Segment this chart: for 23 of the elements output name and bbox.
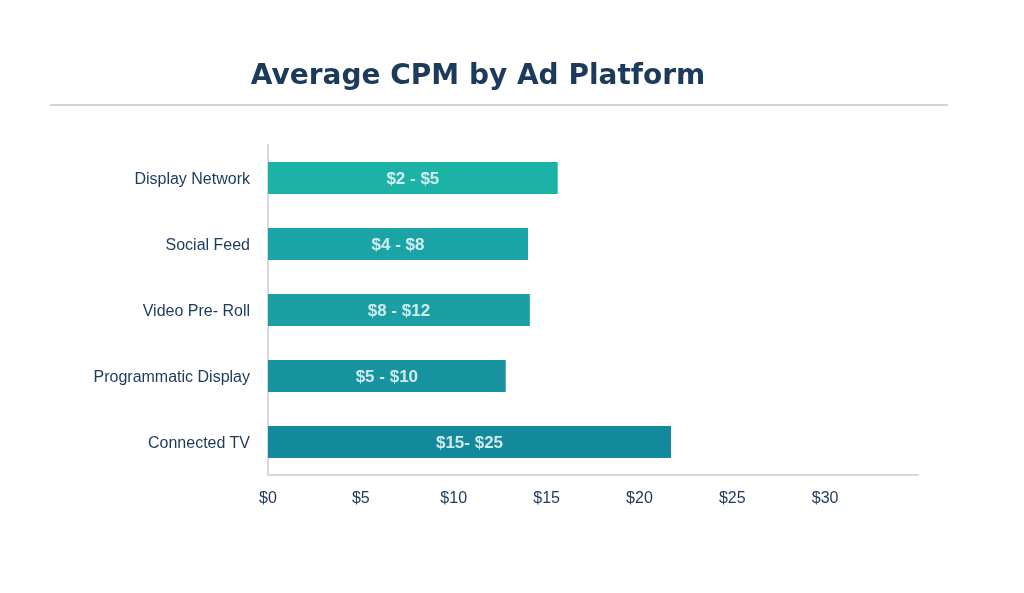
bar <box>268 294 530 326</box>
annotation: $15- $25 <box>435 432 504 452</box>
bar <box>268 162 558 194</box>
x-tick-label: $15 <box>533 488 561 506</box>
x-tick-label: $30 <box>811 488 839 506</box>
chart-title: Average CPM by Ad Platform <box>249 58 707 91</box>
x-tick-label: $25 <box>718 488 746 506</box>
annotation: $4 - $8 <box>371 234 425 254</box>
x-tick-label: $10 <box>440 488 468 506</box>
bar <box>268 426 671 458</box>
x-tick-label: $20 <box>626 488 653 506</box>
x-tick-label: $5 <box>351 488 370 506</box>
y-tick-label: Connected TV <box>148 433 251 451</box>
bar <box>268 228 528 260</box>
bar <box>268 360 506 392</box>
annotation: $2 - $5 <box>386 168 440 188</box>
y-tick-label: Social Feed <box>165 235 250 253</box>
y-tick-label: Programmatic Display <box>93 367 250 385</box>
y-tick-label: Video Pre- Roll <box>142 301 250 319</box>
annotation: $5 - $10 <box>355 366 419 386</box>
x-tick-label: $0 <box>259 488 277 506</box>
annotation: $8 - $12 <box>367 300 431 320</box>
y-tick-label: Display Network <box>134 169 251 187</box>
